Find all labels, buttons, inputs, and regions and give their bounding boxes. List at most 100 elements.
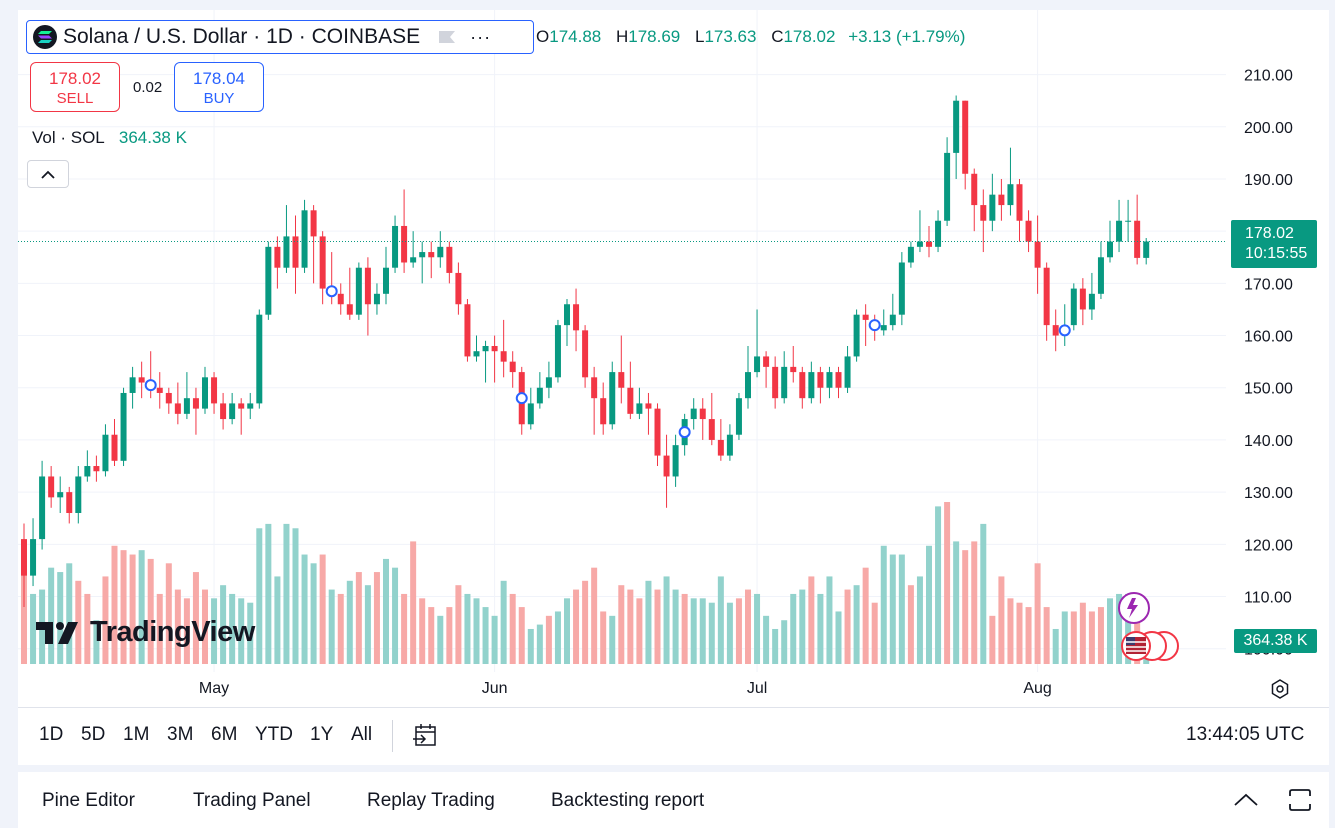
candle-body [482, 345, 489, 352]
volume-bar [826, 576, 833, 664]
symbol-legend[interactable]: Solana / U.S. Dollar · 1D · COINBASE ··· [26, 20, 534, 54]
volume-bar [735, 598, 742, 664]
expand-panel-button[interactable] [1232, 786, 1260, 814]
open-label: O [536, 27, 550, 46]
event-marker-icon [678, 426, 691, 439]
candle-body [790, 366, 797, 373]
candle-body [672, 445, 679, 477]
candle-body [509, 361, 516, 373]
sell-button[interactable]: 178.02 SELL [30, 62, 120, 112]
tab-pine-editor[interactable]: Pine Editor [42, 790, 135, 811]
candle-body [998, 194, 1005, 206]
range-6m-button[interactable]: 6M [211, 724, 238, 745]
candle-body [564, 304, 570, 326]
volume-bar [66, 563, 73, 664]
candle-body [1079, 288, 1086, 310]
candle-body [826, 372, 833, 388]
volume-bar [482, 607, 489, 664]
volume-bar [636, 598, 643, 664]
volume-bar [220, 585, 227, 664]
volume-bar [509, 593, 516, 664]
candle-body [609, 372, 616, 425]
candle-body [926, 241, 932, 247]
volume-bar [1134, 593, 1141, 664]
maximize-panel-button[interactable] [1286, 786, 1314, 814]
candle-body [364, 267, 371, 305]
volume-bar [392, 567, 399, 664]
volume-bar [591, 567, 598, 664]
flag-icon[interactable] [438, 30, 456, 44]
range-3m-button[interactable]: 3M [167, 724, 194, 745]
collapse-legend-button[interactable] [27, 160, 69, 188]
volume-bar [455, 585, 462, 664]
candle-body [1125, 220, 1132, 222]
candle-body [401, 225, 408, 263]
event-badges-group[interactable] [1118, 592, 1179, 661]
low-value: 173.63 [704, 27, 757, 46]
candle-body [835, 372, 842, 388]
calendar-goto-icon[interactable] [411, 721, 441, 751]
volume-bar [1043, 607, 1050, 664]
symbol-title[interactable]: Solana / U.S. Dollar · 1D · COINBASE [63, 25, 421, 48]
volume-bar [835, 611, 842, 664]
candle-body [355, 267, 362, 315]
tab-trading-panel[interactable]: Trading Panel [193, 790, 311, 811]
volume-bar [699, 598, 706, 664]
volume-bar [355, 572, 362, 664]
candle-body [1116, 220, 1123, 242]
volume-bar [1125, 593, 1132, 664]
lightning-icon [1127, 598, 1138, 618]
price-tick-label: 170.00 [1244, 276, 1293, 293]
volume-bar [247, 602, 254, 664]
candle-body [57, 492, 64, 498]
volume-legend[interactable]: Vol · SOL 364.38 K [32, 128, 187, 148]
range-1y-button[interactable]: 1Y [310, 724, 334, 745]
volume-bar [1116, 593, 1123, 664]
change-value: +3.13 (+1.79%) [848, 27, 966, 46]
range-1d-button[interactable]: 1D [39, 724, 64, 745]
chart-panel[interactable]: 100.00110.00120.00130.00140.00150.00160.… [18, 10, 1329, 765]
range-1m-button[interactable]: 1M [123, 724, 150, 745]
candle-body [844, 356, 851, 388]
range-5d-button[interactable]: 5D [81, 724, 106, 745]
volume-bar [627, 589, 634, 664]
volume-bar [274, 576, 281, 664]
volume-bar [799, 589, 806, 664]
candle-body [192, 398, 199, 409]
candle-body [663, 455, 670, 477]
tab-replay-trading[interactable]: Replay Trading [367, 790, 495, 811]
candle-body [464, 304, 471, 357]
volume-bar [554, 611, 561, 664]
volume-bar [437, 615, 444, 664]
candle-body [980, 205, 987, 221]
more-options-icon[interactable]: ··· [470, 26, 492, 47]
volume-bar [129, 554, 136, 664]
range-ytd-button[interactable]: YTD [255, 724, 293, 745]
volume-bar [75, 580, 82, 664]
candle-body [93, 466, 100, 472]
volume-bar [745, 589, 751, 664]
candle-body [283, 236, 290, 268]
candle-body [935, 220, 942, 247]
tab-backtesting-report[interactable]: Backtesting report [551, 790, 705, 811]
candle-body [1052, 325, 1059, 336]
candle-body [419, 252, 426, 258]
volume-bar [726, 602, 733, 664]
volume-bar [364, 585, 371, 664]
candle-body [1034, 241, 1041, 268]
volume-bar [1070, 611, 1077, 664]
tradingview-wordmark: TradingView [90, 616, 255, 648]
volume-bar [880, 545, 887, 664]
chart-settings-button[interactable] [1267, 676, 1293, 702]
price-chart[interactable]: 100.00110.00120.00130.00140.00150.00160.… [18, 10, 1329, 707]
chevron-up-icon [41, 170, 55, 179]
volume-bar [310, 563, 317, 664]
volume-bar [301, 554, 308, 664]
candle-body [527, 403, 534, 425]
utc-clock[interactable]: 13:44:05 UTC [1186, 724, 1305, 745]
volume-bar [211, 598, 218, 664]
buy-button[interactable]: 178.04 BUY [174, 62, 264, 112]
range-all-button[interactable]: All [351, 724, 373, 745]
candle-body [238, 403, 245, 409]
volume-bar [1079, 602, 1086, 664]
